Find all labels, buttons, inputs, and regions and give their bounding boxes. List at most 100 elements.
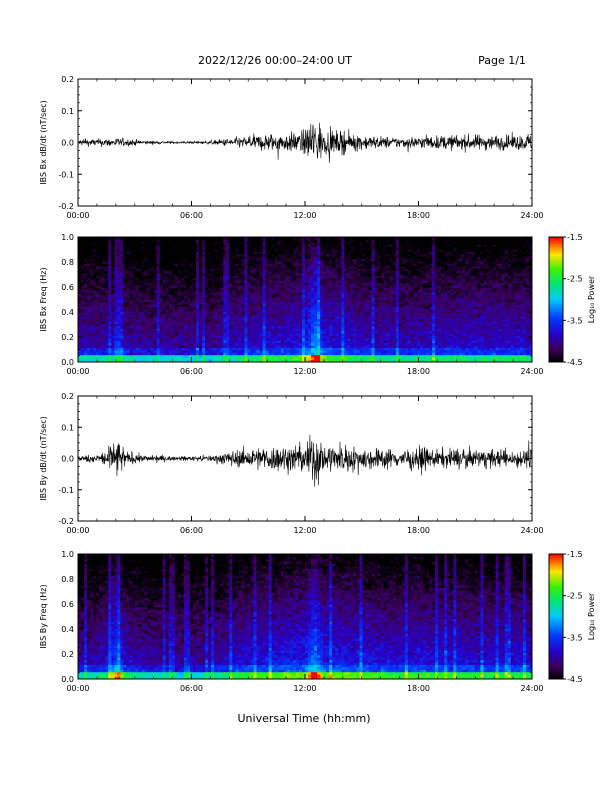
spectrogram-cell <box>329 306 333 310</box>
spectrogram-cell <box>208 318 212 322</box>
spectrogram-cell <box>202 249 206 252</box>
spectrogram-cell <box>220 282 224 286</box>
spectrogram-cell <box>238 277 242 281</box>
spectrogram-cell <box>199 289 203 293</box>
spectrogram-cell <box>196 263 200 267</box>
spectrogram-cell <box>111 299 115 303</box>
spectrogram-cell <box>126 246 130 250</box>
spectrogram-cell <box>305 239 309 243</box>
spectrogram-cell <box>144 297 149 300</box>
spectrogram-cell <box>289 357 294 360</box>
spectrogram-cell <box>232 313 236 317</box>
spectrogram-cell <box>165 345 170 348</box>
spectrogram-cell <box>268 328 273 332</box>
spectrogram-cell <box>102 301 106 305</box>
spectrogram-cell <box>268 273 273 276</box>
spectrogram-cell <box>235 246 239 250</box>
spectrogram-cell <box>314 316 318 320</box>
spectrogram-cell <box>220 306 224 310</box>
spectrogram-cell <box>241 330 245 334</box>
spectrogram-cell <box>162 337 167 341</box>
spectrogram-cell <box>256 330 260 334</box>
spectrogram-cell <box>90 354 94 358</box>
spectrogram-cell <box>123 357 127 360</box>
spectrogram-cell <box>180 239 185 243</box>
spectrogram-cell <box>84 345 88 348</box>
spectrogram-cell <box>356 304 360 308</box>
spectrogram-cell <box>341 349 345 353</box>
spectrogram-cell <box>244 342 248 346</box>
spectrogram-cell <box>259 287 264 291</box>
spectrogram-cell <box>280 345 285 348</box>
spectrogram-cell <box>135 280 139 284</box>
spectrogram-cell <box>96 352 100 356</box>
spectrogram-cell <box>341 277 345 281</box>
spectrogram-cell <box>141 347 145 351</box>
spectrogram-cell <box>186 323 191 327</box>
spectrogram-cell <box>102 268 106 272</box>
spectrogram-cell <box>180 251 185 255</box>
spectrogram-cell <box>265 265 270 269</box>
spectrogram-cell <box>329 345 333 348</box>
spectrogram-cell <box>144 237 149 240</box>
spectrogram-cell <box>90 263 94 267</box>
spectrogram-cell <box>292 273 297 276</box>
spectrogram-cell <box>286 246 291 250</box>
spectrogram-cell <box>180 306 185 310</box>
spectrogram-cell <box>335 280 339 284</box>
spectrogram-cell <box>247 241 251 245</box>
spectrogram-cell <box>344 292 348 296</box>
spectrogram-cell <box>205 277 209 281</box>
spectrogram-cell <box>208 328 212 332</box>
spectrogram-cell <box>120 323 124 327</box>
spectrogram-cell <box>280 265 285 269</box>
spectrogram-cell <box>174 261 179 264</box>
spectrogram-cell <box>308 273 312 276</box>
spectrogram-cell <box>305 349 309 353</box>
spectrogram-cell <box>99 289 103 293</box>
spectrogram-cell <box>235 342 239 346</box>
spectrogram-cell <box>238 349 242 353</box>
spectrogram-cell <box>308 354 312 358</box>
spectrogram-cell <box>150 330 155 334</box>
spectrogram-cell <box>214 328 218 332</box>
spectrogram-cell <box>265 357 270 360</box>
spectrogram-cell <box>193 265 197 269</box>
spectrogram-cell <box>314 261 318 264</box>
spectrogram-cell <box>87 292 91 296</box>
spectrogram-cell <box>305 340 309 344</box>
spectrogram-cell <box>241 345 245 348</box>
spectrogram-cell <box>147 285 152 288</box>
spectrogram-cell <box>286 306 291 310</box>
spectrogram-cell <box>280 357 285 360</box>
spectrogram-cell <box>317 261 321 264</box>
spectrogram-cell <box>335 340 339 344</box>
spectrogram-cell <box>105 342 109 346</box>
spectrogram-cell <box>141 349 145 353</box>
spectrogram-cell <box>199 349 203 353</box>
spectrogram-cell <box>93 277 97 281</box>
spectrogram-cell <box>159 352 164 356</box>
spectrogram-cell <box>214 289 218 293</box>
spectrogram-cell <box>295 263 300 267</box>
spectrogram-cell <box>150 289 155 293</box>
spectrogram-cell <box>241 263 245 267</box>
spectrogram-cell <box>311 311 315 315</box>
spectrogram-cell <box>323 265 327 269</box>
spectrogram-cell <box>156 313 161 317</box>
spectrogram-cell <box>208 357 212 360</box>
spectrogram-cell <box>274 251 279 255</box>
spectrogram-cell <box>211 337 215 341</box>
spectrogram-cell <box>311 330 315 334</box>
spectrogram-cell <box>353 239 357 243</box>
spectrogram-cell <box>78 292 82 296</box>
spectrogram-cell <box>241 306 245 310</box>
spectrogram-cell <box>280 321 285 324</box>
spectrogram-cell <box>174 265 179 269</box>
spectrogram-cell <box>205 285 209 288</box>
spectrogram-cell <box>162 306 167 310</box>
spectrogram-cell <box>341 309 345 312</box>
spectrogram-cell <box>338 352 342 356</box>
spectrogram-cell <box>268 352 273 356</box>
spectrogram-cell <box>114 241 118 245</box>
